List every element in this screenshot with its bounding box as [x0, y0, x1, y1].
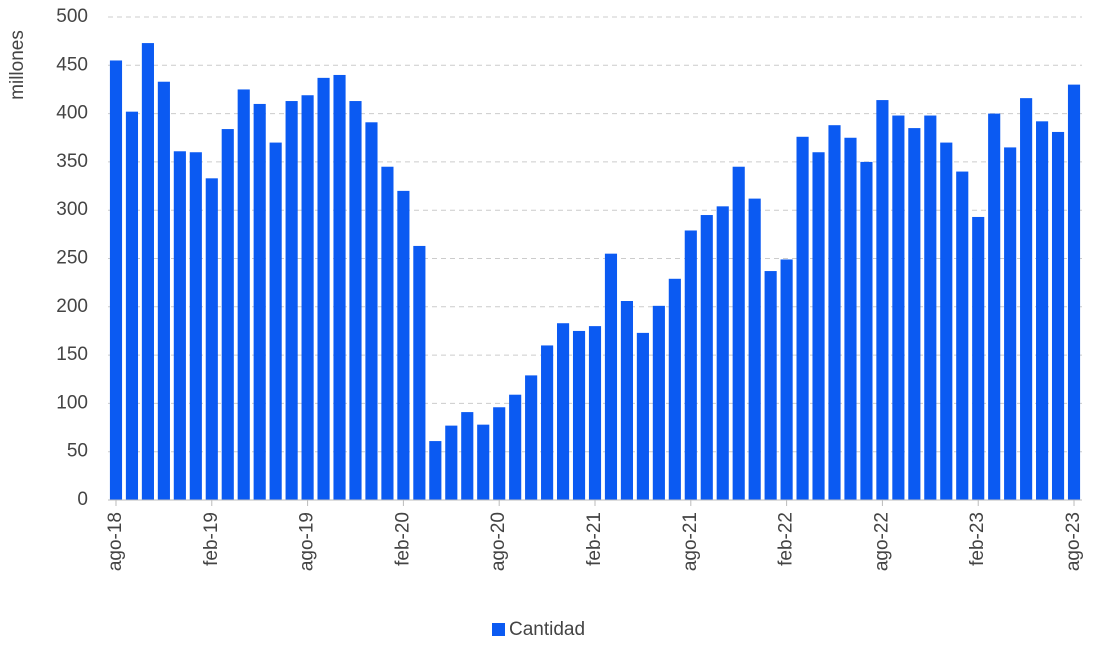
bar	[381, 166, 394, 501]
y-tick-label: 350	[56, 151, 88, 172]
bar	[349, 101, 362, 501]
bar	[333, 74, 346, 501]
bar	[413, 245, 426, 500]
x-tick-label: ago-18	[105, 512, 126, 571]
bar	[588, 326, 602, 500]
bar	[429, 441, 442, 500]
bar	[940, 142, 953, 500]
x-tick-label: ago-19	[297, 512, 318, 571]
bar	[988, 113, 1001, 500]
bar	[956, 171, 969, 500]
y-tick-label: 500	[56, 6, 88, 27]
y-tick-label: 450	[56, 54, 88, 75]
bar	[237, 89, 250, 500]
bar	[700, 215, 713, 500]
y-tick-label: 300	[56, 199, 88, 220]
bar	[365, 122, 378, 500]
bar	[301, 95, 314, 500]
bar	[541, 345, 554, 500]
y-tick-label: 0	[77, 489, 88, 510]
bar	[109, 60, 123, 500]
bar	[572, 330, 586, 500]
bar	[173, 151, 186, 501]
bar	[269, 142, 282, 500]
bar	[253, 103, 266, 500]
x-tick-label: ago-22	[871, 512, 892, 571]
bar	[493, 407, 506, 500]
bar	[812, 152, 825, 501]
y-tick-label: 250	[56, 248, 88, 269]
x-tick-label: ago-20	[488, 512, 509, 571]
bar	[525, 375, 538, 500]
bar	[317, 77, 330, 500]
bar	[189, 152, 202, 501]
bar	[461, 412, 474, 500]
bar	[844, 137, 857, 500]
x-tick-label: feb-20	[392, 512, 413, 566]
bar	[860, 161, 873, 500]
bar	[205, 178, 218, 500]
x-tick-label: feb-21	[584, 512, 605, 566]
x-tick-label: feb-23	[967, 512, 988, 566]
y-tick-label: 100	[56, 392, 88, 413]
bar	[652, 305, 665, 500]
bar	[684, 230, 697, 500]
bar	[221, 129, 234, 500]
y-axis-label: millones	[7, 30, 28, 100]
legend-swatch	[492, 623, 505, 636]
bar	[764, 271, 777, 500]
y-tick-label: 400	[56, 103, 88, 124]
bar	[157, 81, 170, 501]
bar	[828, 125, 841, 500]
bar	[1020, 98, 1033, 501]
bar	[604, 253, 618, 500]
bar	[924, 115, 937, 501]
bar	[556, 323, 570, 500]
bar	[1036, 121, 1049, 500]
x-tick-label: feb-22	[776, 512, 797, 566]
y-tick-label: 50	[67, 441, 88, 462]
bar	[397, 190, 410, 500]
bar	[285, 101, 298, 501]
bar	[780, 259, 793, 500]
bar	[908, 128, 921, 500]
x-tick-label: feb-19	[201, 512, 222, 566]
bar	[636, 332, 649, 500]
bar	[125, 111, 139, 500]
legend-label: Cantidad	[509, 619, 585, 640]
bar	[620, 301, 634, 500]
bar	[748, 198, 761, 500]
bar	[796, 136, 809, 500]
bar	[1051, 131, 1065, 501]
bar	[732, 166, 745, 501]
bar	[892, 115, 905, 501]
x-tick-label: ago-21	[680, 512, 701, 571]
bar	[876, 100, 889, 501]
bar	[716, 206, 729, 500]
bar	[477, 424, 490, 500]
bar	[1004, 147, 1017, 500]
x-tick-label: ago-23	[1063, 512, 1084, 571]
y-tick-label: 150	[56, 344, 88, 365]
bar	[445, 425, 458, 500]
bar	[1067, 84, 1081, 501]
bar	[141, 43, 154, 500]
bar	[972, 216, 985, 500]
bar	[509, 394, 522, 500]
bar	[668, 278, 681, 500]
y-tick-label: 200	[56, 296, 88, 317]
